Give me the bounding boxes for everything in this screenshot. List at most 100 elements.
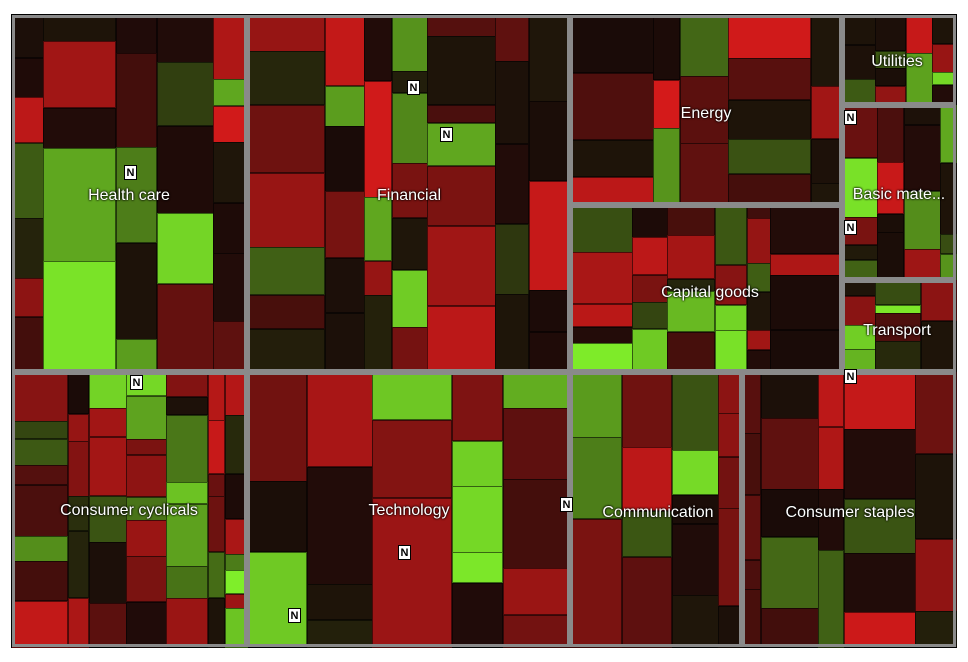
stock-tile[interactable] [115,53,157,149]
stock-tile[interactable] [502,479,571,570]
stock-tile[interactable] [667,205,716,236]
stock-tile[interactable] [12,600,68,648]
stock-tile[interactable] [166,598,209,648]
stock-tile[interactable] [43,261,117,373]
stock-tile[interactable] [875,68,907,87]
stock-tile[interactable] [671,372,719,451]
stock-tile[interactable] [667,278,716,292]
stock-tile[interactable] [728,99,812,140]
stock-tile[interactable] [746,205,771,219]
news-marker[interactable]: N [124,165,137,180]
news-marker[interactable]: N [407,80,420,95]
stock-tile[interactable] [715,264,748,305]
stock-tile[interactable] [502,372,571,409]
stock-tile[interactable] [920,320,957,373]
stock-tile[interactable] [247,105,325,174]
stock-tile[interactable] [817,549,844,648]
stock-tile[interactable] [88,436,127,496]
stock-tile[interactable] [495,15,530,62]
stock-tile[interactable] [875,15,907,51]
stock-tile[interactable] [67,440,89,497]
stock-tile[interactable] [843,429,916,500]
stock-tile[interactable] [717,508,743,607]
stock-tile[interactable] [570,176,654,206]
stock-tile[interactable] [324,15,365,86]
stock-tile[interactable] [746,218,771,265]
stock-tile[interactable] [372,497,453,648]
stock-tile[interactable] [746,291,771,331]
stock-tile[interactable] [324,126,365,192]
stock-tile[interactable] [502,568,571,616]
stock-tile[interactable] [451,583,503,648]
stock-tile[interactable] [680,143,730,206]
stock-tile[interactable] [12,217,44,279]
stock-tile[interactable] [715,304,748,331]
stock-tile[interactable] [810,15,843,87]
stock-tile[interactable] [43,41,117,109]
stock-tile[interactable] [247,552,307,648]
stock-tile[interactable] [426,225,496,306]
stock-tile[interactable] [842,15,876,45]
stock-tile[interactable] [364,295,393,373]
stock-tile[interactable] [451,486,503,554]
stock-tile[interactable] [621,447,672,512]
stock-tile[interactable] [667,235,716,280]
stock-tile[interactable] [247,372,307,482]
stock-tile[interactable] [364,261,393,297]
stock-tile[interactable] [306,466,373,585]
stock-tile[interactable] [621,556,672,648]
stock-tile[interactable] [156,125,214,214]
stock-tile[interactable] [12,316,44,373]
stock-tile[interactable] [43,148,117,263]
stock-tile[interactable] [324,85,365,127]
stock-tile[interactable] [742,559,761,590]
stock-tile[interactable] [12,535,68,562]
stock-tile[interactable] [742,433,761,496]
stock-tile[interactable] [247,247,325,296]
stock-tile[interactable] [495,294,530,373]
stock-tile[interactable] [810,183,843,206]
stock-tile[interactable] [224,554,248,571]
stock-tile[interactable] [760,489,819,538]
news-marker[interactable]: N [844,110,857,125]
stock-tile[interactable] [213,142,248,204]
stock-tile[interactable] [875,50,907,69]
stock-tile[interactable] [570,518,622,648]
stock-tile[interactable] [715,330,748,373]
stock-tile[interactable] [306,372,373,467]
stock-tile[interactable] [115,242,157,340]
stock-tile[interactable] [817,372,844,427]
stock-tile[interactable] [671,495,719,525]
stock-tile[interactable] [324,258,365,313]
stock-tile[interactable] [939,234,957,255]
stock-tile[interactable] [914,453,957,539]
stock-tile[interactable] [570,343,633,373]
stock-tile[interactable] [126,455,167,498]
stock-tile[interactable] [166,372,209,397]
stock-tile[interactable] [88,372,127,409]
stock-tile[interactable] [667,331,716,373]
stock-tile[interactable] [877,162,905,215]
stock-tile[interactable] [932,15,957,44]
stock-tile[interactable] [224,372,248,416]
stock-tile[interactable] [632,237,669,276]
stock-tile[interactable] [12,142,44,219]
stock-tile[interactable] [570,326,633,344]
stock-tile[interactable] [207,372,225,421]
stock-tile[interactable] [843,553,916,614]
stock-tile[interactable] [12,438,68,466]
stock-tile[interactable] [391,327,428,373]
stock-tile[interactable] [842,280,876,296]
stock-tile[interactable] [247,328,325,373]
stock-tile[interactable] [903,190,941,250]
stock-tile[interactable] [932,43,957,73]
stock-tile[interactable] [426,305,496,373]
stock-tile[interactable] [126,601,167,648]
stock-tile[interactable] [746,330,771,351]
stock-tile[interactable] [156,283,214,373]
stock-tile[interactable] [126,395,167,440]
stock-tile[interactable] [115,147,157,244]
stock-tile[interactable] [67,413,89,442]
stock-tile[interactable] [213,79,248,107]
stock-tile[interactable] [875,341,922,373]
